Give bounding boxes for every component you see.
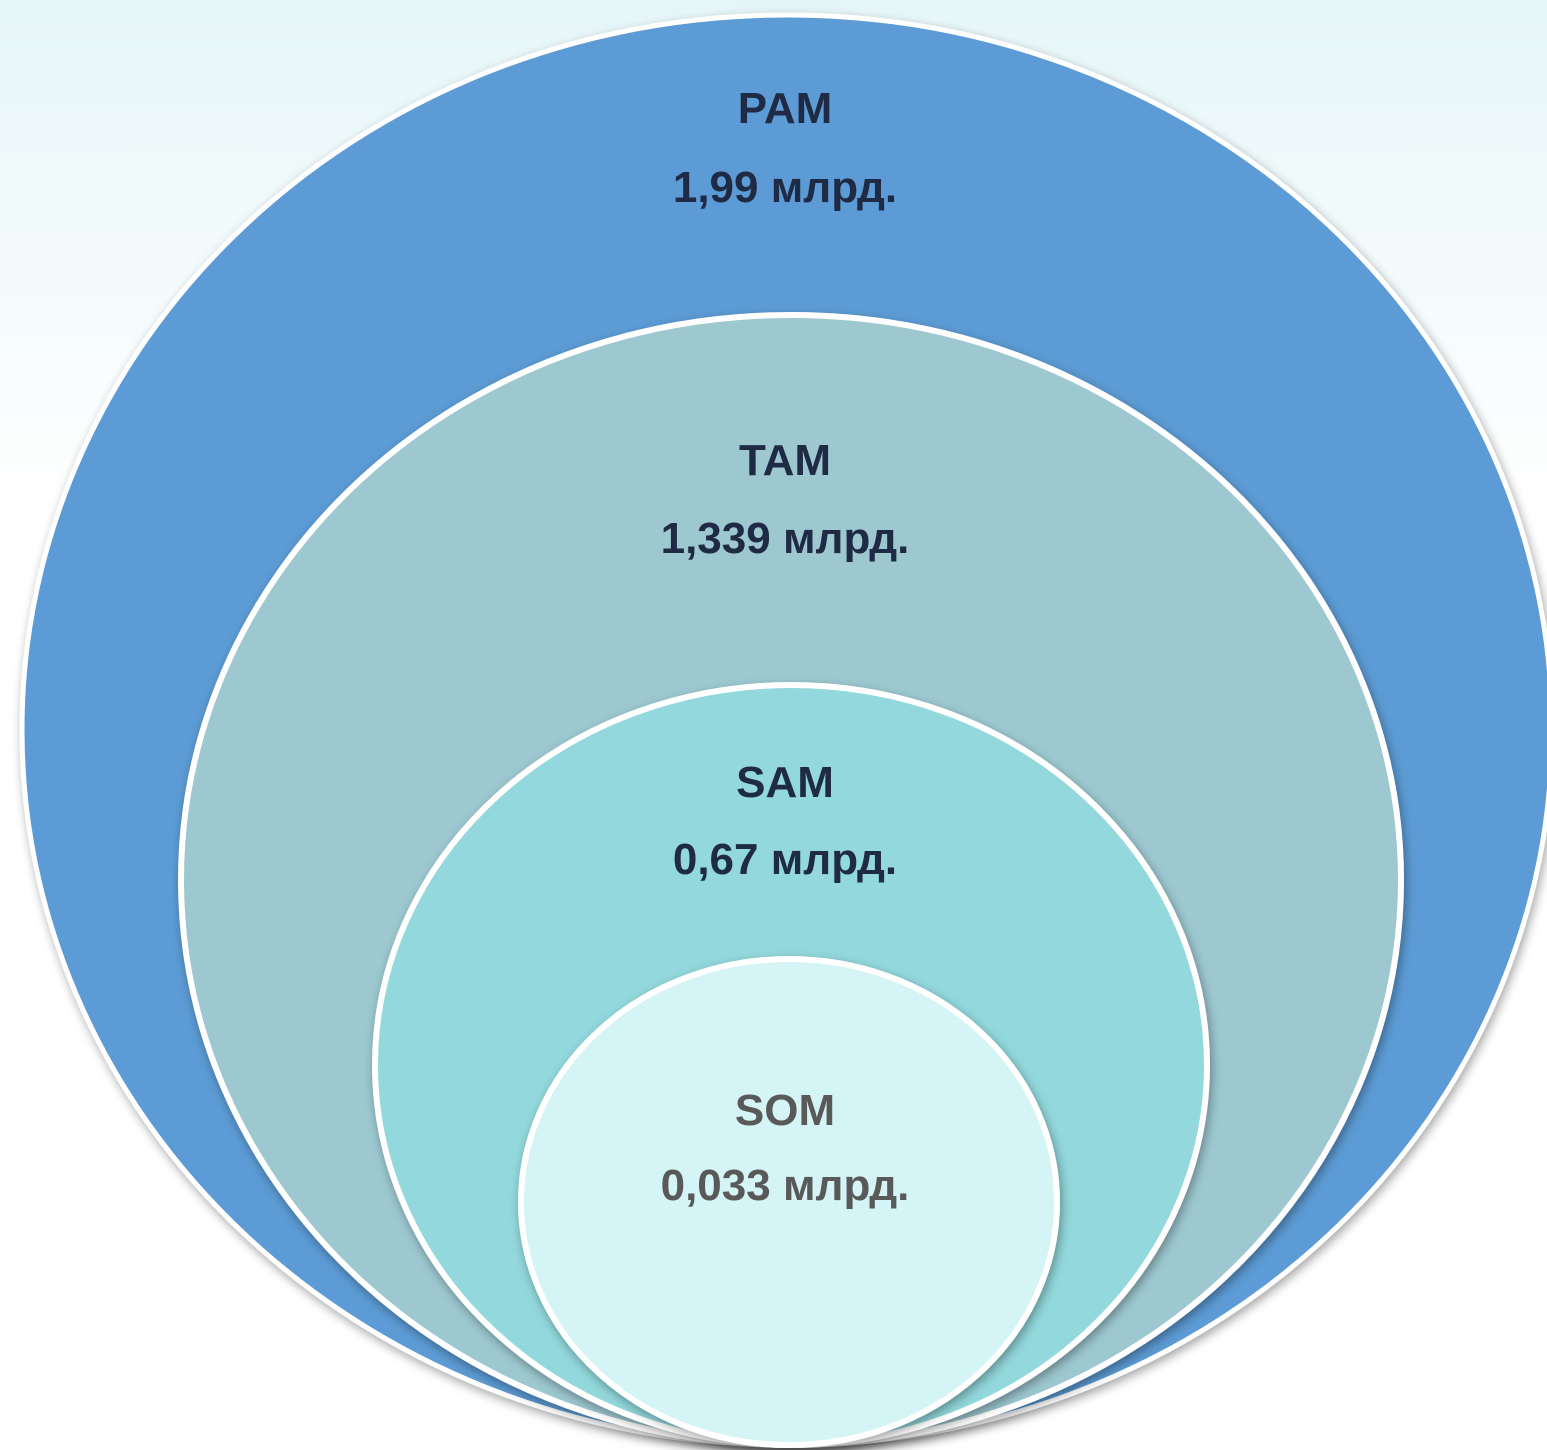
pam-label: PAM: [738, 84, 833, 133]
sam-value: 0,67 млрд.: [673, 835, 897, 884]
som-circle-group: SOM 0,033 млрд.: [518, 956, 1060, 1448]
tam-label: TAM: [739, 436, 831, 485]
sam-label: SAM: [736, 758, 834, 807]
pam-value: 1,99 млрд.: [673, 163, 897, 212]
som-circle: [518, 956, 1060, 1448]
som-label: SOM: [735, 1086, 835, 1135]
som-value: 0,033 млрд.: [661, 1161, 910, 1210]
tam-value: 1,339 млрд.: [661, 514, 910, 563]
